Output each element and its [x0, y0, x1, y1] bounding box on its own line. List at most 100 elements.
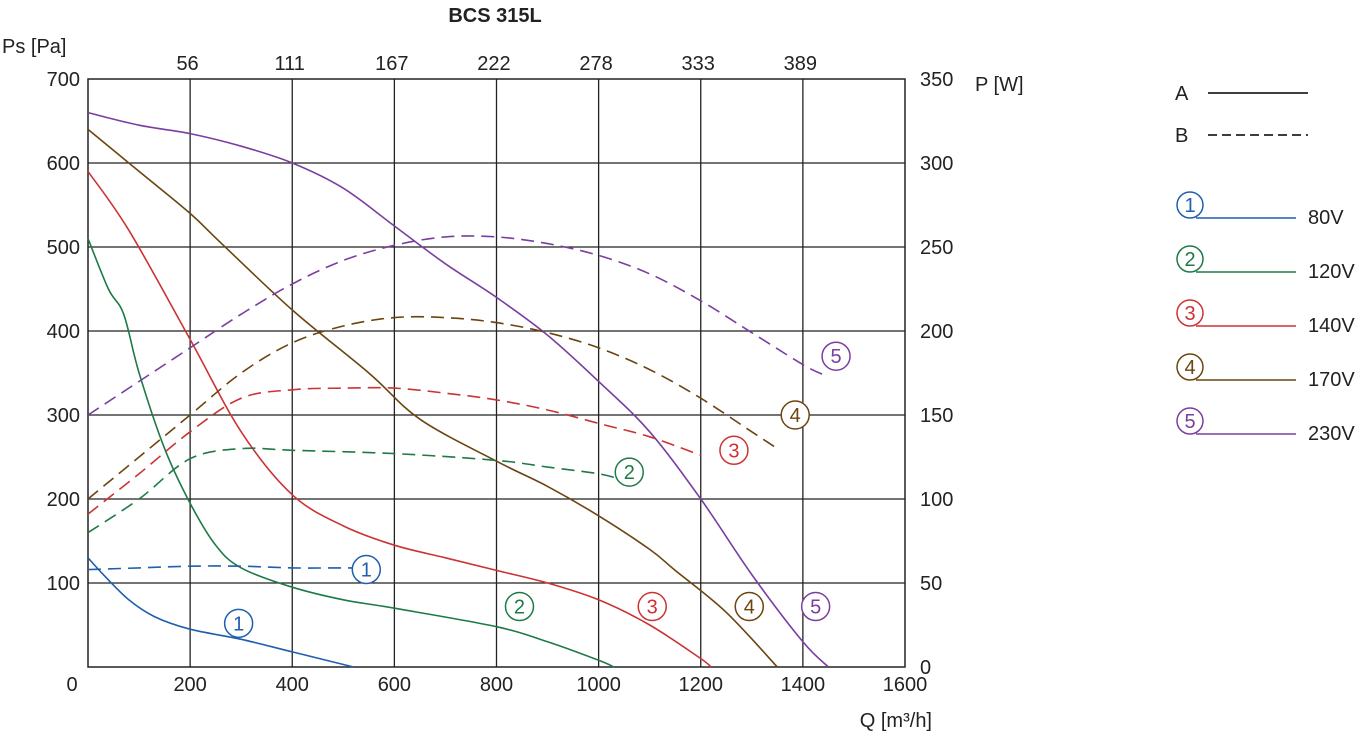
legend-marker-circle [1176, 299, 1204, 327]
y-right-tick-label: 0 [920, 657, 931, 679]
curve-marker-circle [719, 435, 749, 466]
legend-line-type-label: A [1175, 83, 1189, 105]
curve-marker-circle [223, 608, 254, 639]
legend-marker-circle [1176, 191, 1204, 219]
curve-marker-2: 2 [504, 591, 535, 622]
curve-marker-circle [734, 591, 765, 622]
curve-marker-5: 5 [821, 341, 851, 371]
legend-marker-circle [1176, 245, 1204, 273]
curve-marker-label: 1 [361, 560, 372, 582]
top-tick-label: 167 [375, 53, 408, 75]
x-tick-label: 600 [378, 674, 411, 696]
legend-voltage-label: 230V [1308, 423, 1355, 445]
y-axis-left-label: Ps [Pa] [2, 36, 66, 58]
curve-marker-label: 2 [514, 597, 525, 619]
legend-marker-number: 5 [1184, 411, 1195, 433]
legend: AB 1 80V 2 120V 3 140V 4 170V 5 230V [1175, 83, 1355, 445]
y-left-tick-label: 400 [47, 321, 80, 343]
x-tick-label: 400 [276, 674, 309, 696]
chart-title: BCS 315L [448, 5, 541, 27]
legend-marker-number: 4 [1184, 357, 1195, 379]
y-right-tick-label: 50 [920, 573, 942, 595]
curve-marker-label: 1 [233, 613, 244, 635]
grid [87, 78, 906, 668]
curve-marker-circle [614, 457, 645, 487]
series-line-2-A [87, 238, 615, 668]
curve-marker-circle [637, 591, 667, 622]
curve-marker-4: 4 [780, 400, 810, 430]
series-line-1-B [87, 565, 354, 571]
curve-marker-label: 2 [624, 462, 635, 484]
curve-markers: 1 1 2 2 3 3 4 4 5 5 [223, 341, 851, 639]
legend-voltage-label: 140V [1308, 315, 1355, 337]
y-right-tick-label: 300 [920, 153, 953, 175]
curve-marker-label: 3 [647, 597, 658, 619]
series-line-4-A [87, 128, 778, 668]
top-tick-label: 333 [682, 53, 715, 75]
y-left-tick-label: 100 [47, 573, 80, 595]
plot-frame [87, 78, 906, 668]
x-tick-label: 1400 [781, 674, 826, 696]
curve-marker-circle [351, 554, 382, 585]
y-left-tick-label: 500 [47, 237, 80, 259]
legend-marker-number: 2 [1184, 249, 1195, 271]
y-left-tick-label: 600 [47, 153, 80, 175]
curve-marker-label: 5 [831, 346, 842, 368]
x-tick-label: 1200 [679, 674, 724, 696]
legend-marker-circle [1176, 407, 1204, 435]
legend-entry-3: 3 140V [1176, 299, 1355, 337]
series-line-2-B [87, 447, 625, 534]
legend-marker-number: 1 [1184, 195, 1195, 217]
legend-voltage-label: 170V [1308, 369, 1355, 391]
y-right-tick-label: 200 [920, 321, 953, 343]
curve-marker-3: 3 [719, 435, 749, 466]
tick-labels: 0 200 400 600 800 1000 1200 1400 160010020030040… [47, 53, 954, 696]
series-line-5-B [87, 235, 824, 416]
curve-marker-2: 2 [614, 457, 645, 487]
legend-entry-2: 2 120V [1176, 245, 1355, 283]
curve-marker-label: 3 [728, 440, 739, 462]
curve-marker-label: 5 [810, 597, 821, 619]
x-axis-label: Q [m³/h] [860, 710, 932, 732]
y-left-tick-label: 300 [47, 405, 80, 427]
curve-marker-circle [821, 341, 851, 371]
y-left-tick-label: 200 [47, 489, 80, 511]
series-line-3-A [87, 170, 712, 668]
curve-marker-1: 1 [351, 554, 382, 585]
y-axis-right-label: P [W] [975, 74, 1024, 96]
legend-entry-4: 4 170V [1176, 353, 1355, 391]
legend-voltage-label: 120V [1308, 261, 1355, 283]
curve-marker-label: 4 [790, 405, 801, 427]
curve-marker-circle [780, 400, 810, 430]
curve-marker-1: 1 [223, 608, 254, 639]
y-right-tick-label: 250 [920, 237, 953, 259]
y-left-tick-label: 700 [47, 69, 80, 91]
series-line-4-B [87, 315, 778, 500]
curve-marker-circle [800, 591, 831, 622]
curve-marker-4: 4 [734, 591, 765, 622]
legend-voltage-label: 80V [1308, 207, 1344, 229]
legend-line-type-label: B [1175, 125, 1188, 147]
legend-marker-number: 3 [1184, 303, 1195, 325]
curve-marker-5: 5 [800, 591, 831, 622]
top-tick-label: 56 [176, 53, 198, 75]
y-right-tick-label: 100 [920, 489, 953, 511]
x-tick-label: 1000 [576, 674, 621, 696]
legend-entry-1: 1 80V [1176, 191, 1344, 229]
x-tick-label: 200 [173, 674, 206, 696]
top-tick-label: 278 [579, 53, 612, 75]
curve-marker-label: 4 [744, 597, 755, 619]
y-right-tick-label: 150 [920, 405, 953, 427]
top-tick-label: 389 [784, 53, 817, 75]
top-tick-label: 111 [274, 53, 304, 75]
curve-marker-3: 3 [637, 591, 667, 622]
curve-marker-circle [504, 591, 535, 622]
x-tick-label: 1600 [883, 674, 928, 696]
x-tick-label: 800 [480, 674, 513, 696]
series-lines [87, 111, 829, 668]
x-tick-label: 0 [66, 674, 77, 696]
legend-entry-5: 5 230V [1176, 407, 1355, 445]
series-line-3-B [87, 386, 702, 515]
y-right-tick-label: 350 [920, 69, 953, 91]
